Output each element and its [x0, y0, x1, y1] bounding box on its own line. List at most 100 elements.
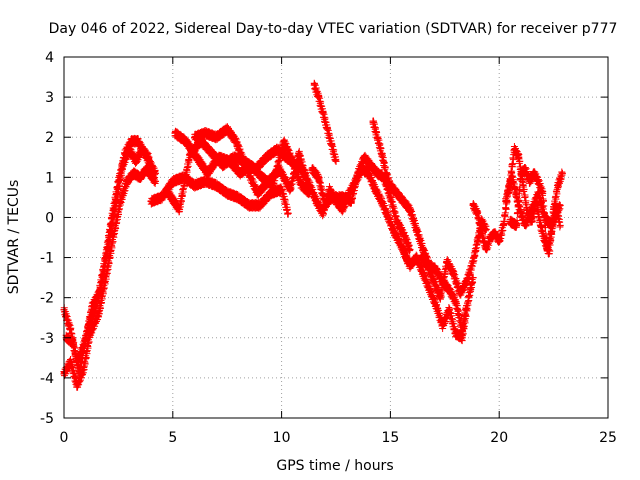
- data-point: [521, 165, 529, 173]
- data-point: [469, 258, 477, 266]
- data-point: [312, 197, 320, 205]
- data-point: [223, 125, 231, 133]
- y-tick-label: -2: [40, 291, 54, 307]
- data-point: [230, 153, 238, 161]
- data-point: [262, 153, 270, 161]
- data-point: [234, 193, 242, 201]
- data-point: [556, 221, 564, 229]
- data-track-6: [191, 123, 307, 199]
- data-point: [399, 229, 407, 237]
- data-point: [267, 189, 275, 197]
- data-point: [201, 177, 209, 185]
- data-point: [319, 209, 327, 217]
- data-point: [286, 185, 294, 193]
- data-point: [258, 173, 266, 181]
- data-point: [269, 181, 277, 189]
- data-point: [506, 217, 514, 225]
- data-point: [341, 193, 349, 201]
- data-point: [214, 153, 222, 161]
- data-point: [393, 217, 401, 225]
- x-tick-label: 5: [168, 430, 177, 446]
- data-point: [323, 125, 331, 133]
- data-point: [469, 201, 477, 209]
- data-point: [171, 129, 179, 137]
- data-point: [175, 205, 183, 213]
- data-point: [75, 370, 83, 378]
- data-point: [138, 145, 146, 153]
- y-tick-label: 2: [45, 130, 54, 146]
- data-point: [378, 197, 386, 205]
- data-point: [315, 173, 323, 181]
- y-tick-label: 0: [45, 210, 54, 226]
- data-point: [432, 302, 440, 310]
- data-point: [419, 270, 427, 278]
- data-point: [369, 117, 377, 125]
- data-point: [67, 326, 75, 334]
- data-point: [212, 133, 220, 141]
- data-point: [328, 193, 336, 201]
- y-tick-label: 1: [45, 170, 54, 186]
- data-point: [310, 81, 318, 89]
- data-point: [558, 169, 566, 177]
- data-point: [247, 161, 255, 169]
- data-point: [452, 298, 460, 306]
- data-point: [473, 238, 481, 246]
- data-point: [193, 153, 201, 161]
- data-point: [382, 169, 390, 177]
- data-point: [526, 177, 534, 185]
- data-point: [373, 133, 381, 141]
- data-point: [319, 109, 327, 117]
- data-point: [136, 173, 144, 181]
- data-point: [339, 205, 347, 213]
- x-tick-label: 10: [273, 430, 291, 446]
- y-tick-label: -4: [40, 371, 54, 387]
- data-point: [371, 185, 379, 193]
- data-point: [445, 306, 453, 314]
- data-point: [308, 165, 316, 173]
- data-point: [275, 165, 283, 173]
- data-point: [132, 157, 140, 165]
- data-point: [523, 209, 531, 217]
- data-point: [513, 221, 521, 229]
- data-point: [169, 177, 177, 185]
- data-point: [278, 185, 286, 193]
- data-point: [399, 197, 407, 205]
- data-point: [254, 189, 262, 197]
- data-point: [73, 382, 81, 390]
- data-point: [528, 217, 536, 225]
- data-point: [328, 141, 336, 149]
- data-point: [191, 133, 199, 141]
- grid: [64, 57, 608, 418]
- data-point: [406, 262, 414, 270]
- data-point: [158, 193, 166, 201]
- data-point: [458, 334, 466, 342]
- data-point: [521, 221, 529, 229]
- data-point: [443, 258, 451, 266]
- data-point: [532, 197, 540, 205]
- data-point: [204, 169, 212, 177]
- data-point: [367, 161, 375, 169]
- data-point: [530, 169, 538, 177]
- data-point: [299, 169, 307, 177]
- data-point: [465, 294, 473, 302]
- x-tick-label: 15: [381, 430, 399, 446]
- data-point: [486, 234, 494, 241]
- data-point: [325, 185, 333, 193]
- data-point: [208, 149, 216, 157]
- data-point: [413, 225, 421, 233]
- data-point: [406, 205, 414, 213]
- data-point: [130, 169, 138, 177]
- data-track-11: [399, 244, 477, 345]
- chart-title: Day 046 of 2022, Sidereal Day-to-day VTE…: [49, 21, 618, 37]
- y-tick-label: -3: [40, 331, 54, 347]
- data-point: [256, 201, 264, 209]
- data-track-15: [506, 163, 564, 255]
- y-tick-label: -1: [40, 251, 54, 267]
- data-point: [450, 270, 458, 278]
- data-point: [145, 153, 153, 161]
- data-point: [151, 177, 159, 185]
- data-point: [419, 246, 427, 254]
- data-point: [478, 229, 486, 237]
- data-point: [134, 137, 142, 145]
